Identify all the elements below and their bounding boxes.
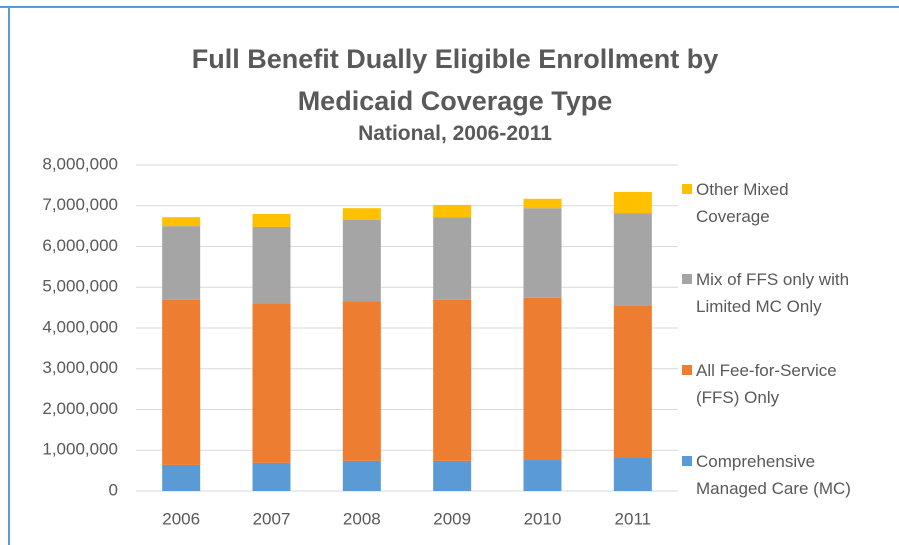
bar-segment <box>613 457 652 491</box>
bar-segment <box>523 297 562 461</box>
bar-segment <box>252 303 291 463</box>
bar-segment <box>613 191 652 214</box>
y-tick-label: 3,000,000 <box>42 358 118 377</box>
bar-segment <box>523 198 562 209</box>
bar-segment <box>252 213 291 227</box>
chart-subtitle: National, 2006-2011 <box>358 122 552 145</box>
bar-segment <box>433 460 472 491</box>
x-tick-label: 2010 <box>524 509 562 528</box>
legend-swatch <box>682 365 692 375</box>
bar-segment <box>252 462 291 491</box>
y-tick-label: 1,000,000 <box>42 440 118 459</box>
y-tick-label: 4,000,000 <box>42 317 118 336</box>
bar-segment <box>342 220 381 302</box>
x-tick-label: 2009 <box>433 509 471 528</box>
bar-segment <box>433 217 472 300</box>
bar-segment <box>162 217 201 227</box>
x-tick-label: 2011 <box>615 509 652 528</box>
legend-swatch <box>682 274 692 284</box>
legend-swatch <box>682 456 692 466</box>
bar-segment <box>433 204 472 218</box>
bar-segment <box>162 464 201 491</box>
legend-label: All Fee-for-Service (FFS) Only <box>696 361 837 407</box>
legend-entry: Comprehensive Managed Care (MC) <box>682 448 861 502</box>
bar-segment <box>613 213 652 306</box>
y-tick-label: 2,000,000 <box>42 399 118 418</box>
y-tick-label: 0 <box>109 480 118 499</box>
legend-entry: All Fee-for-Service (FFS) Only <box>682 357 861 411</box>
bar-segment <box>162 299 201 465</box>
legend-label: Other Mixed Coverage <box>696 180 789 226</box>
bar-segment <box>252 226 291 304</box>
y-tick-label: 5,000,000 <box>42 277 118 296</box>
y-tick-label: 6,000,000 <box>42 236 118 255</box>
bar-segment <box>433 299 472 461</box>
bar-segment <box>523 208 562 298</box>
bar-segment <box>342 301 381 461</box>
legend-swatch <box>682 184 692 194</box>
bar-segment <box>162 226 201 300</box>
chart-title: Full Benefit Dually Eligible Enrollment … <box>191 44 719 116</box>
bar-segment <box>342 208 381 221</box>
legend-entry: Mix of FFS only with Limited MC Only <box>682 266 861 320</box>
bar-segment <box>523 460 562 491</box>
y-tick-label: 7,000,000 <box>42 195 118 214</box>
x-tick-label: 2006 <box>162 509 200 528</box>
bar-segment <box>613 305 652 458</box>
x-tick-label: 2007 <box>253 509 291 528</box>
x-tick-label: 2008 <box>343 509 381 528</box>
legend-label: Mix of FFS only with Limited MC Only <box>696 270 850 316</box>
y-tick-label: 8,000,000 <box>42 154 118 173</box>
bar-segment <box>342 460 381 491</box>
legend-label: Comprehensive Managed Care (MC) <box>696 452 851 498</box>
legend-entry: Other Mixed Coverage <box>682 176 861 230</box>
